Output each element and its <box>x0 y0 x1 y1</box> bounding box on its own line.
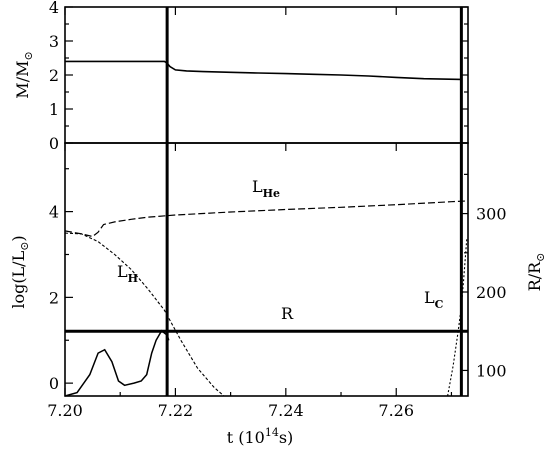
burning-curve <box>64 329 170 397</box>
lh-curve <box>64 232 225 397</box>
top-y-tick-label: 2 <box>49 66 59 85</box>
bottom-y2-ticks: 100 200 300 <box>460 173 507 380</box>
x-tick-label: 7.24 <box>268 401 304 420</box>
series-label-lc: LC <box>424 288 444 311</box>
x-ticks: 7.20 7.22 7.24 7.26 <box>47 7 453 420</box>
right-y-axis-label: R/R⊙ <box>525 253 546 292</box>
x-tick-label: 7.20 <box>47 401 83 420</box>
top-y-tick-label: 0 <box>49 134 59 153</box>
top-y-axis-label: M/M⊙ <box>13 51 35 98</box>
top-y-tick-label: 3 <box>49 32 59 51</box>
bottom-series <box>64 143 469 397</box>
lc-curve <box>447 237 468 397</box>
top-series <box>65 7 463 143</box>
bottom-y-axis-label: log(L/L⊙) <box>9 235 31 308</box>
bottom-y2-tick-label: 300 <box>476 205 507 224</box>
mass-curve <box>65 60 462 81</box>
top-panel-frame <box>64 6 469 144</box>
bottom-panel-frame <box>64 142 469 397</box>
bottom-y2-tick-label: 100 <box>476 361 507 380</box>
top-panel: 0 1 2 3 4 M/M⊙ <box>13 0 469 153</box>
series-label-lhe: LHe <box>252 177 280 200</box>
bottom-y-tick-label: 4 <box>49 203 59 222</box>
bottom-panel: 0 2 4 100 200 300 7.20 7.22 7.24 7.26 log(L/L⊙)… <box>9 7 546 447</box>
lhe-curve <box>64 200 469 238</box>
bottom-y2-tick-label: 200 <box>476 283 507 302</box>
top-y-ticks: 0 1 2 3 4 <box>49 0 468 153</box>
x-axis-label: t (1014s) <box>227 426 294 447</box>
series-label-r: R <box>281 304 294 323</box>
x-tick-label: 7.22 <box>158 401 194 420</box>
bottom-y-ticks: 0 2 4 <box>49 168 73 393</box>
bottom-y-tick-label: 0 <box>49 374 59 393</box>
top-y-tick-label: 4 <box>49 0 59 17</box>
top-y-tick-label: 1 <box>49 100 59 119</box>
x-tick-label: 7.26 <box>378 401 414 420</box>
series-label-lh: LH <box>117 262 138 285</box>
bottom-y-tick-label: 2 <box>49 288 59 307</box>
